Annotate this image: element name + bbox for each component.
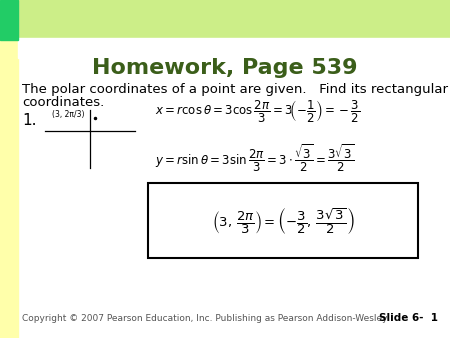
Text: Slide 6-  1: Slide 6- 1 xyxy=(379,313,438,323)
Bar xyxy=(18,38,450,58)
Text: The polar coordinates of a point are given.   Find its rectangular: The polar coordinates of a point are giv… xyxy=(22,83,448,96)
Text: coordinates.: coordinates. xyxy=(22,96,104,109)
Bar xyxy=(0,0,18,338)
Text: $y = r\sin\theta = 3\sin\dfrac{2\pi}{3} = 3\cdot\dfrac{\sqrt{3}}{2} = \dfrac{3\s: $y = r\sin\theta = 3\sin\dfrac{2\pi}{3} … xyxy=(155,143,354,174)
Text: Copyright © 2007 Pearson Education, Inc. Publishing as Pearson Addison-Wesley: Copyright © 2007 Pearson Education, Inc.… xyxy=(22,314,387,323)
Text: Homework, Page 539: Homework, Page 539 xyxy=(92,58,358,78)
Text: 1.: 1. xyxy=(22,113,36,128)
Text: $\left(3,\, \dfrac{2\pi}{3}\right) = \left(-\dfrac{3}{2},\, \dfrac{3\sqrt{3}}{2}: $\left(3,\, \dfrac{2\pi}{3}\right) = \le… xyxy=(212,206,354,236)
Bar xyxy=(18,0,450,40)
Text: (3, 2π/3): (3, 2π/3) xyxy=(52,110,85,119)
Text: $x = r\cos\theta = 3\cos\dfrac{2\pi}{3} = 3\!\left(-\dfrac{1}{2}\right) = -\dfra: $x = r\cos\theta = 3\cos\dfrac{2\pi}{3} … xyxy=(155,98,360,124)
Bar xyxy=(148,183,418,258)
Bar xyxy=(0,0,18,40)
